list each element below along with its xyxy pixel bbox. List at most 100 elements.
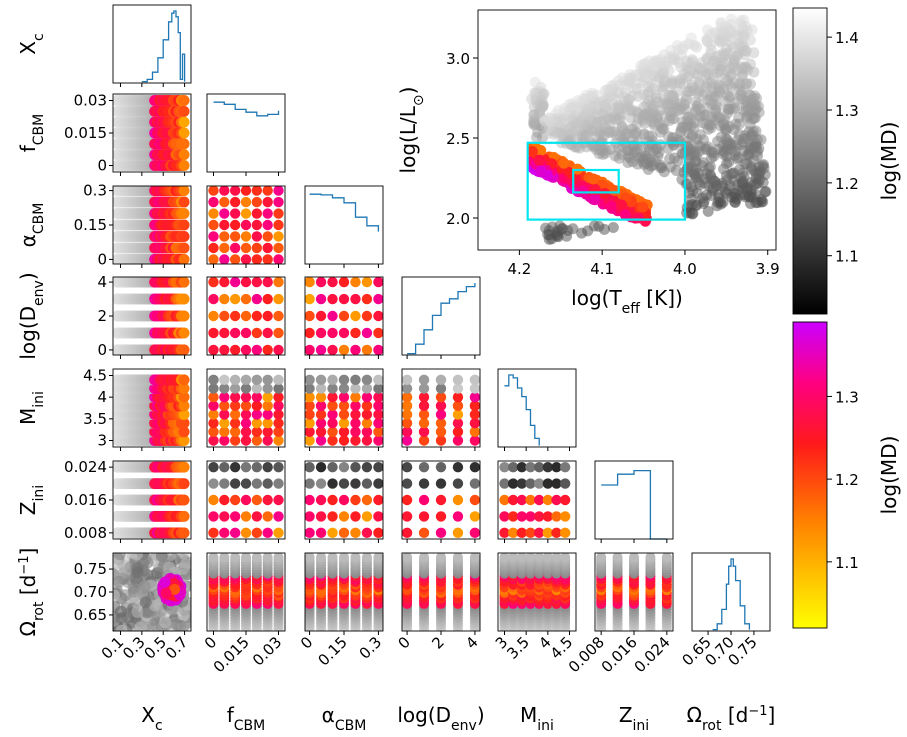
sample-point bbox=[525, 511, 536, 522]
hr-sample-point bbox=[721, 89, 733, 101]
x-tick-label: 0.03 bbox=[249, 633, 285, 669]
sample-point bbox=[469, 553, 480, 563]
sample-point bbox=[159, 616, 172, 629]
sample-point bbox=[273, 494, 284, 506]
sample-point bbox=[273, 293, 284, 305]
y-tick-label: 3 bbox=[97, 432, 107, 450]
y-tick-label: 0.15 bbox=[74, 216, 107, 234]
sample-point bbox=[178, 277, 190, 288]
sample-point bbox=[251, 208, 263, 219]
sample-point bbox=[435, 494, 447, 506]
sample-point bbox=[178, 391, 190, 403]
hr-sample-point bbox=[673, 56, 685, 68]
hr-sample-point bbox=[622, 157, 634, 169]
hr-sample-point bbox=[633, 212, 645, 224]
sample-point bbox=[229, 208, 241, 219]
sample-point bbox=[251, 186, 263, 196]
hr-sample-point bbox=[602, 84, 614, 96]
hr-sample-point bbox=[576, 227, 588, 239]
points-Denv-vs-fCBM bbox=[208, 277, 284, 355]
sample-point bbox=[452, 478, 464, 489]
points-Zini-vs-aCBM bbox=[305, 461, 383, 539]
sample-point bbox=[219, 426, 230, 438]
sample-point bbox=[240, 383, 252, 394]
y-tick-label: 0.3 bbox=[83, 182, 107, 200]
histogram-Mini bbox=[504, 374, 540, 446]
colorbar-label-0: log(MD) bbox=[877, 122, 901, 201]
sample-point bbox=[262, 374, 273, 386]
hr-sample-point bbox=[713, 50, 725, 62]
sample-point bbox=[533, 527, 545, 539]
sample-point bbox=[373, 494, 383, 506]
sample-point bbox=[373, 310, 383, 322]
colorbar-tick-label: 1.3 bbox=[835, 388, 859, 406]
sample-point bbox=[219, 293, 230, 305]
hr-sample-point bbox=[537, 99, 549, 111]
sample-point bbox=[533, 461, 545, 473]
sample-point bbox=[338, 293, 350, 305]
sample-point bbox=[452, 435, 464, 446]
sample-point bbox=[240, 310, 252, 322]
sample-point bbox=[435, 409, 447, 420]
sample-point bbox=[402, 461, 413, 473]
sample-point bbox=[361, 327, 373, 339]
sample-point bbox=[469, 383, 480, 394]
panel-aCBM-vs-fCBM bbox=[206, 185, 286, 268]
sample-point bbox=[178, 327, 190, 339]
sample-point bbox=[178, 242, 190, 254]
sample-point bbox=[240, 478, 252, 489]
hr-sample-point bbox=[750, 188, 762, 200]
sample-point bbox=[273, 400, 284, 412]
sample-point bbox=[507, 527, 519, 539]
sample-point bbox=[178, 527, 190, 539]
sample-point bbox=[208, 277, 219, 288]
sample-point bbox=[418, 461, 430, 473]
sample-point bbox=[373, 511, 383, 522]
sample-point bbox=[262, 254, 273, 264]
sample-point bbox=[208, 208, 219, 219]
colorbar-label-1: log(MD) bbox=[877, 436, 901, 515]
sample-point bbox=[251, 426, 263, 438]
sample-point bbox=[418, 478, 430, 489]
hr-sample-point bbox=[684, 187, 696, 199]
hr-sample-point bbox=[745, 161, 757, 173]
sample-point bbox=[402, 374, 413, 386]
sample-point bbox=[315, 426, 327, 438]
hr-sample-point bbox=[714, 64, 726, 76]
hr-sample-point bbox=[701, 34, 713, 46]
sample-point bbox=[208, 293, 219, 305]
sample-point bbox=[305, 374, 315, 386]
hr-sample-point bbox=[680, 178, 692, 190]
sample-point bbox=[469, 400, 480, 412]
sample-point bbox=[516, 553, 527, 563]
sample-point bbox=[305, 461, 315, 473]
hr-sample-point bbox=[597, 96, 609, 108]
sample-point bbox=[373, 383, 383, 394]
label-main: log(D bbox=[16, 306, 40, 360]
sample-point bbox=[178, 196, 190, 208]
histogram-Zini bbox=[601, 469, 667, 540]
y-tick-label: 2 bbox=[97, 307, 107, 325]
sample-point bbox=[373, 426, 383, 438]
sample-point bbox=[305, 400, 315, 412]
panel-Orot-vs-Mini: 33.5 44.5 bbox=[492, 552, 577, 663]
sample-point bbox=[305, 391, 315, 403]
sample-point bbox=[338, 417, 350, 429]
sample-point bbox=[418, 400, 430, 412]
sample-point bbox=[273, 310, 284, 322]
sample-point bbox=[229, 231, 241, 242]
sample-point bbox=[229, 417, 241, 429]
sample-point bbox=[338, 426, 350, 438]
sample-point bbox=[262, 478, 273, 489]
sample-point bbox=[159, 576, 171, 588]
sample-point bbox=[350, 293, 361, 305]
sample-point bbox=[229, 344, 241, 355]
sample-point bbox=[542, 511, 554, 522]
hr-sample-point bbox=[700, 118, 712, 130]
sample-point bbox=[178, 230, 190, 242]
sample-point bbox=[361, 494, 373, 506]
sample-point bbox=[219, 391, 230, 403]
sample-point bbox=[262, 196, 273, 208]
sample-point bbox=[361, 527, 373, 539]
sample-point bbox=[305, 435, 315, 446]
